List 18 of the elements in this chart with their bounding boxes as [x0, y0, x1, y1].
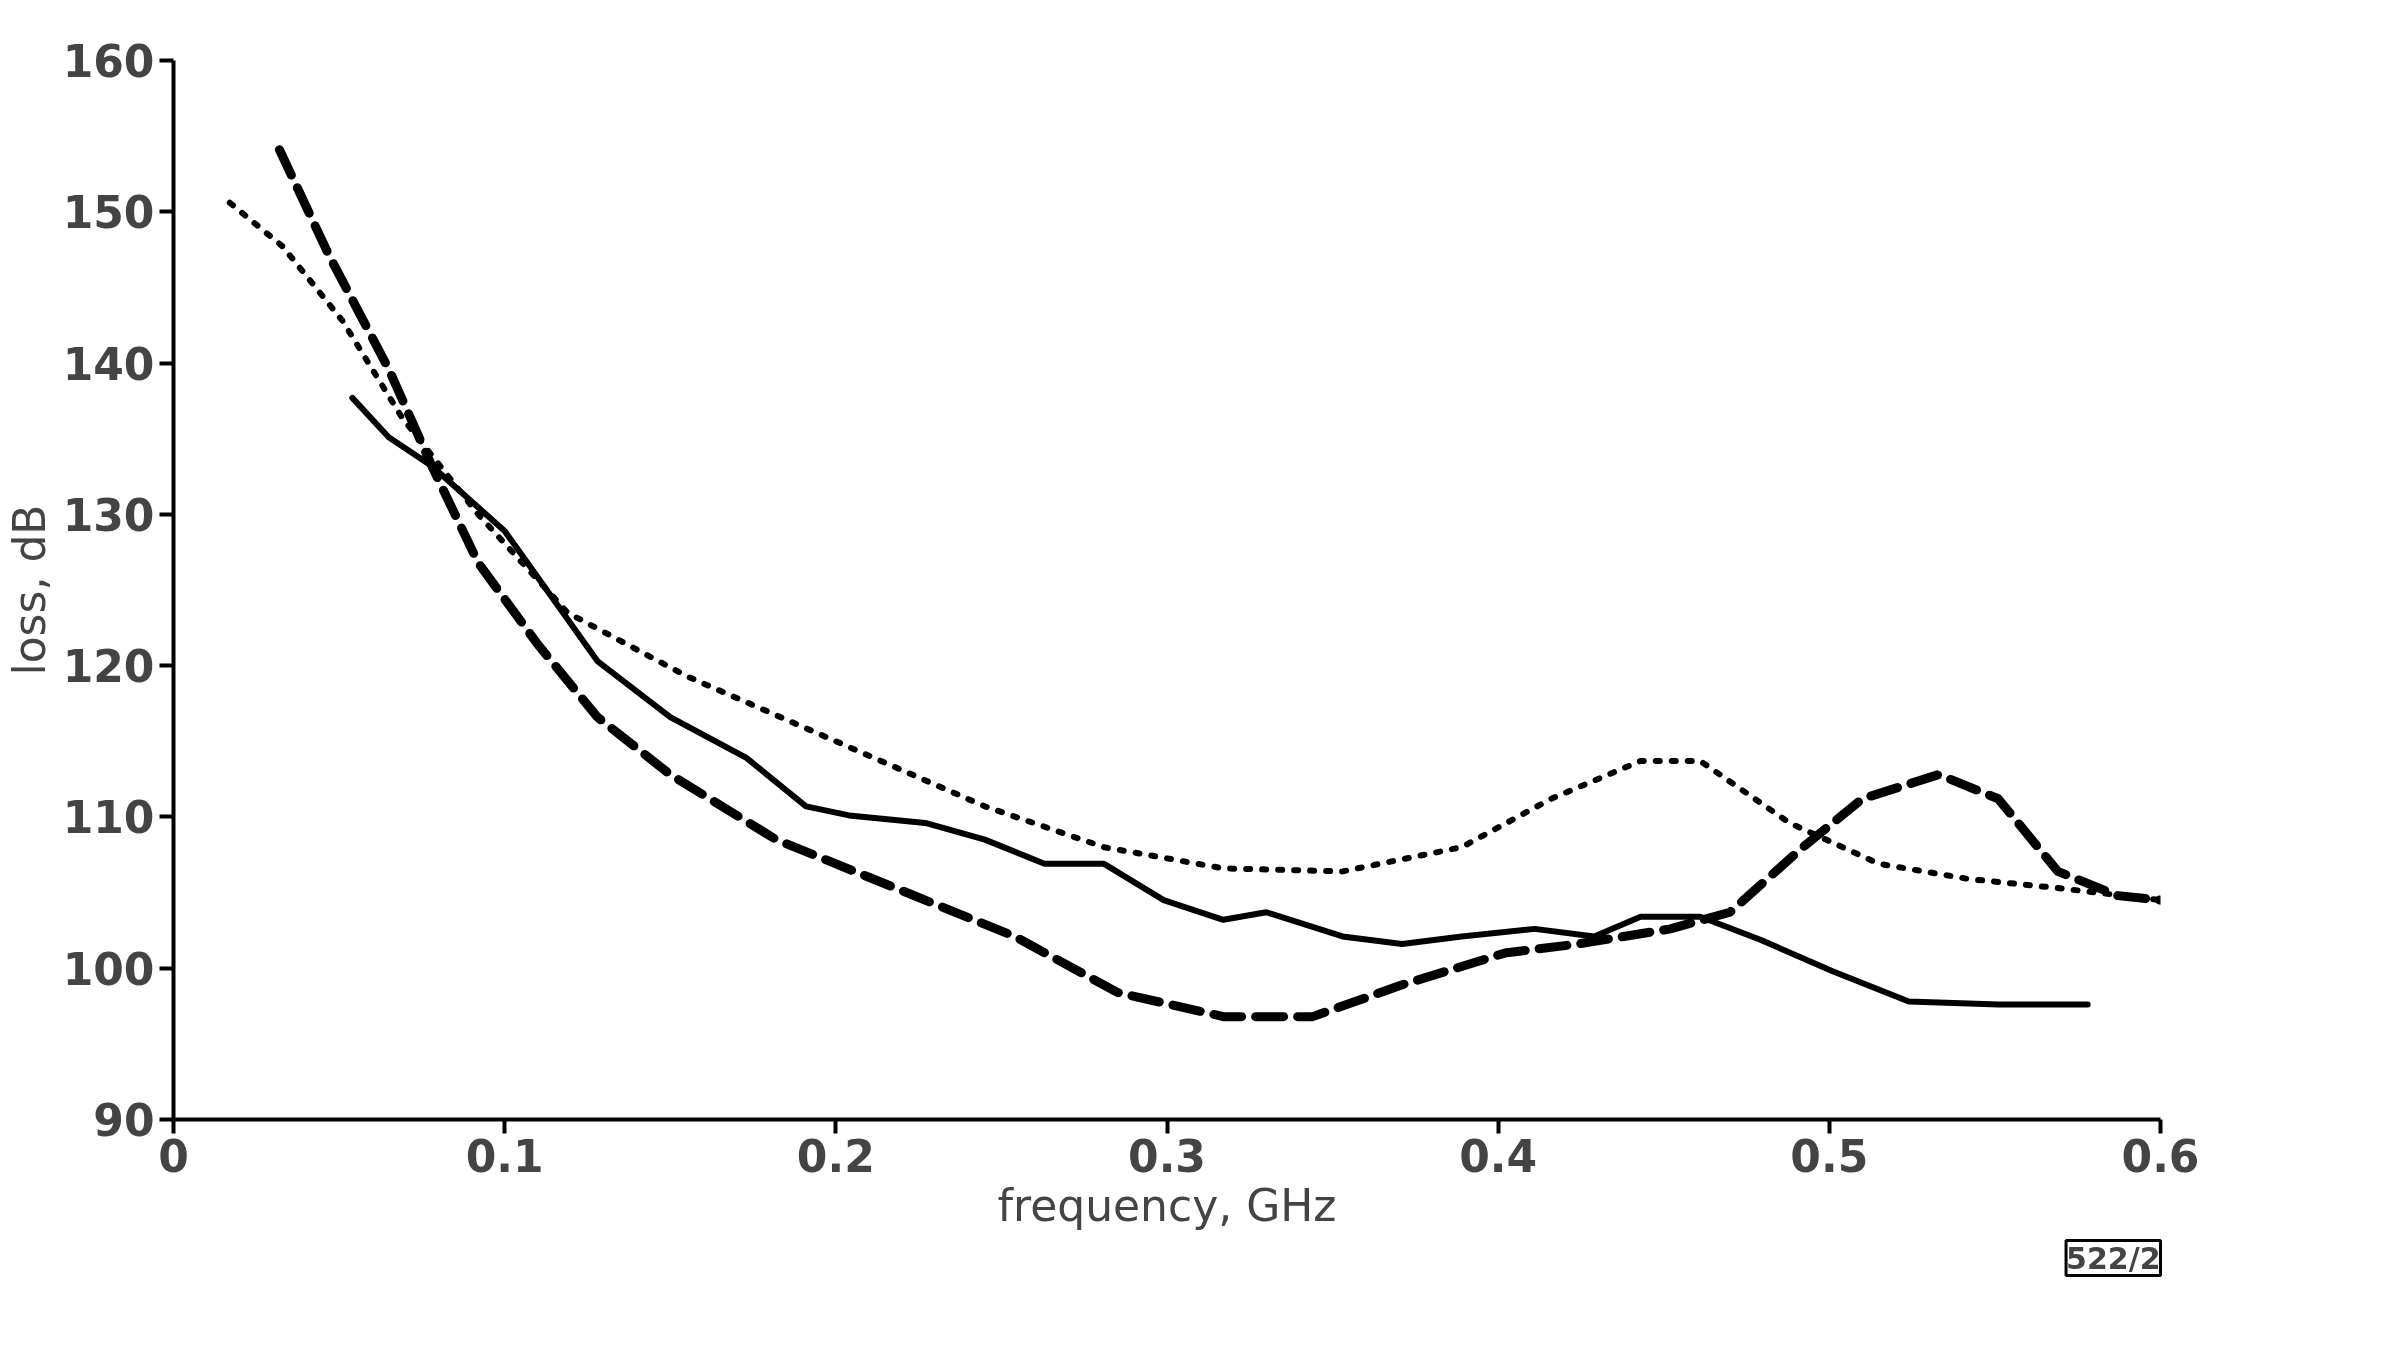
- y-tick-label: 110: [62, 792, 155, 844]
- y-tick-label: 120: [62, 641, 155, 693]
- x-tick-label: 0: [158, 1130, 189, 1182]
- text: 522/2: [2066, 1240, 2161, 1276]
- x-tick-label: 0.5: [1790, 1130, 1869, 1182]
- y-tick-label: 90: [93, 1095, 155, 1146]
- y-tick-label: 100: [62, 943, 155, 995]
- x-tick-label: 0.2: [796, 1130, 875, 1182]
- y-tick-label: 140: [62, 338, 155, 390]
- y-tick-label: 130: [62, 489, 155, 541]
- x-tick-label: 0.4: [1459, 1130, 1538, 1182]
- x-axis-title: frequency, GHz: [997, 1179, 1337, 1231]
- y-axis-title: loss, dB: [3, 504, 55, 676]
- x-tick-label: 0.3: [1128, 1130, 1206, 1182]
- y-tick-label: 150: [62, 187, 155, 239]
- x-tick-label: 0.1: [465, 1130, 544, 1182]
- y-tick-label: 160: [62, 36, 155, 87]
- x-tick-label: 0.6: [2121, 1130, 2200, 1182]
